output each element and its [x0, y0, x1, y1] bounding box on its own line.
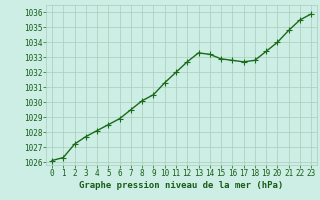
- X-axis label: Graphe pression niveau de la mer (hPa): Graphe pression niveau de la mer (hPa): [79, 181, 284, 190]
